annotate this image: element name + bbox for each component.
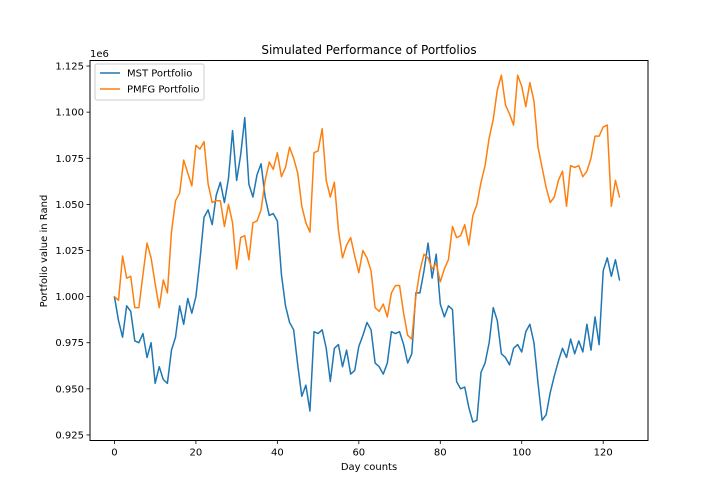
- y-axis-label: Portfolio value in Rand: [39, 195, 50, 308]
- x-tick-label: 60: [352, 448, 365, 459]
- series-line-pmfg: [113, 74, 621, 340]
- legend-label-pmfg: PMFG Portfolio: [127, 85, 199, 96]
- plot-area: [113, 74, 621, 423]
- series-line-mst: [113, 116, 621, 423]
- x-axis-label: Day counts: [341, 462, 397, 473]
- y-tick-label: 1.125: [55, 62, 84, 73]
- y-axis-offset-label: 1e6: [90, 49, 109, 60]
- x-tick-label: 120: [594, 448, 613, 459]
- x-tick-label: 20: [190, 448, 203, 459]
- y-tick-label: 0.950: [55, 384, 84, 395]
- x-axis: 0 20 40 60 80 100 120: [111, 440, 613, 459]
- y-tick-label: 0.975: [55, 338, 84, 349]
- x-tick-label: 40: [271, 448, 284, 459]
- y-tick-label: 1.100: [55, 108, 84, 119]
- legend-label-mst: MST Portfolio: [127, 69, 192, 80]
- legend-box: [94, 63, 205, 101]
- y-tick-label: 1.000: [55, 292, 84, 303]
- y-tick-label: 0.925: [55, 430, 84, 441]
- legend: MST Portfolio PMFG Portfolio: [94, 63, 205, 101]
- x-tick-label: 100: [512, 448, 531, 459]
- y-tick-label: 1.050: [55, 200, 84, 211]
- y-tick-label: 1.075: [55, 154, 84, 165]
- y-axis: 0.925 0.950 0.975 1.000 1.025 1.050 1.075 1.100…: [55, 62, 90, 441]
- x-tick-label: 80: [434, 448, 447, 459]
- x-tick-label: 0: [111, 448, 117, 459]
- y-tick-label: 1.025: [55, 246, 84, 257]
- chart-title: Simulated Performance of Portfolios: [261, 43, 476, 57]
